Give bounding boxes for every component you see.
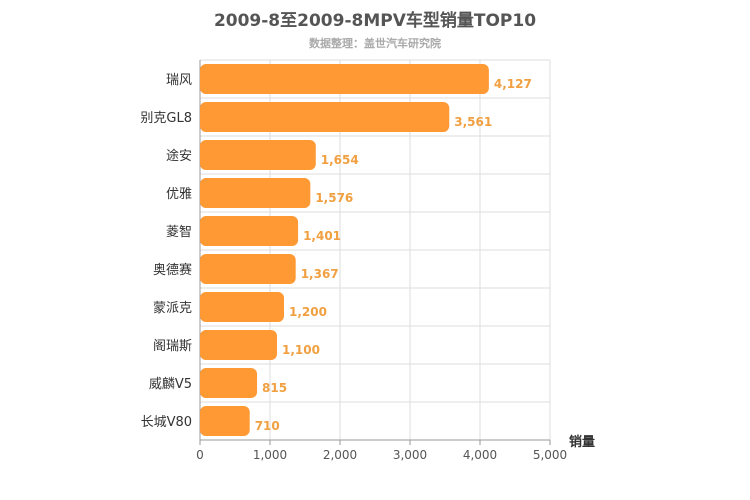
x-axis-ticks: 0 1,000 2,000 3,000 4,000 5,000 bbox=[196, 440, 567, 462]
bar bbox=[200, 292, 284, 322]
grid-lines bbox=[199, 59, 551, 441]
x-axis-title: 销量 bbox=[569, 434, 595, 450]
category-label: 瑞风 bbox=[166, 73, 192, 88]
bar bbox=[200, 330, 277, 360]
value-label: 1,654 bbox=[321, 153, 359, 167]
category-label: 奥德赛 bbox=[153, 262, 192, 278]
bar bbox=[200, 216, 299, 246]
category-label: 蒙派克 bbox=[153, 301, 192, 316]
bar bbox=[200, 64, 489, 94]
category-label: 途安 bbox=[166, 148, 192, 164]
category-label: 威麟V5 bbox=[149, 376, 192, 392]
value-label: 710 bbox=[255, 419, 280, 433]
category-label: 菱智 bbox=[166, 225, 192, 240]
bar bbox=[200, 406, 250, 436]
category-label: 长城V80 bbox=[141, 415, 192, 430]
bars bbox=[200, 64, 489, 436]
chart-subtitle: 数据整理：盖世汽车研究院 bbox=[309, 36, 441, 50]
x-tick-label: 3,000 bbox=[393, 448, 427, 462]
bar bbox=[200, 140, 316, 170]
x-tick-label: 1,000 bbox=[253, 448, 287, 462]
x-tick-label: 4,000 bbox=[463, 448, 497, 462]
x-tick-label: 0 bbox=[196, 448, 204, 462]
x-tick-label: 2,000 bbox=[323, 448, 357, 462]
value-label: 4,127 bbox=[494, 77, 532, 91]
bar bbox=[200, 102, 450, 132]
value-label: 815 bbox=[262, 381, 287, 395]
value-label: 1,100 bbox=[282, 343, 320, 357]
value-labels: 4,127 3,561 1,654 1,576 1,401 1,367 1,200 1,100… bbox=[255, 77, 532, 433]
category-label: 优雅 bbox=[166, 187, 192, 202]
bar bbox=[200, 178, 311, 208]
value-label: 1,200 bbox=[289, 305, 327, 319]
chart-title: 2009-8至2009-8MPV车型销量TOP10 bbox=[214, 10, 536, 31]
x-tick-label: 5,000 bbox=[533, 448, 567, 462]
value-label: 1,401 bbox=[303, 229, 341, 243]
value-label: 3,561 bbox=[454, 115, 492, 129]
bar bbox=[200, 368, 258, 398]
category-label: 别克GL8 bbox=[140, 111, 192, 126]
value-label: 1,576 bbox=[315, 191, 353, 205]
category-label: 阁瑞斯 bbox=[153, 339, 192, 354]
bar bbox=[200, 254, 296, 284]
value-label: 1,367 bbox=[301, 267, 339, 281]
